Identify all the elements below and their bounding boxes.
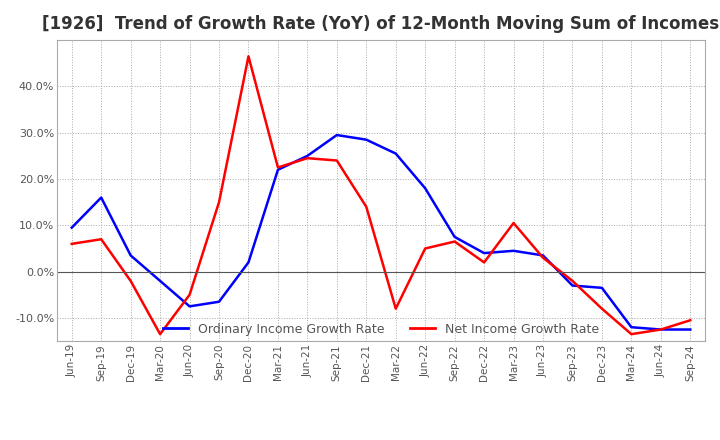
Ordinary Income Growth Rate (156, 278, 164, 283)
Net Income Growth Rate (421, 246, 430, 251)
Ordinary Income Growth Rate (421, 186, 430, 191)
Net Income Growth Rate (97, 237, 106, 242)
Net Income Growth Rate (657, 327, 665, 332)
Ordinary Income Growth Rate (362, 137, 371, 142)
Ordinary Income Growth Rate (244, 260, 253, 265)
Ordinary Income Growth Rate (392, 151, 400, 156)
Ordinary Income Growth Rate (215, 299, 223, 304)
Ordinary Income Growth Rate (126, 253, 135, 258)
Ordinary Income Growth Rate (509, 248, 518, 253)
Net Income Growth Rate (392, 306, 400, 312)
Net Income Growth Rate (185, 292, 194, 297)
Ordinary Income Growth Rate (68, 225, 76, 230)
Ordinary Income Growth Rate (303, 153, 312, 158)
Net Income Growth Rate (627, 331, 636, 337)
Ordinary Income Growth Rate (568, 283, 577, 288)
Legend: Ordinary Income Growth Rate, Net Income Growth Rate: Ordinary Income Growth Rate, Net Income … (158, 318, 604, 341)
Net Income Growth Rate (274, 165, 282, 170)
Net Income Growth Rate (450, 239, 459, 244)
Ordinary Income Growth Rate (97, 195, 106, 200)
Net Income Growth Rate (215, 200, 223, 205)
Ordinary Income Growth Rate (185, 304, 194, 309)
Line: Ordinary Income Growth Rate: Ordinary Income Growth Rate (72, 135, 690, 330)
Net Income Growth Rate (509, 220, 518, 226)
Ordinary Income Growth Rate (539, 253, 547, 258)
Ordinary Income Growth Rate (598, 285, 606, 290)
Ordinary Income Growth Rate (657, 327, 665, 332)
Ordinary Income Growth Rate (333, 132, 341, 138)
Net Income Growth Rate (598, 306, 606, 312)
Net Income Growth Rate (68, 241, 76, 246)
Line: Net Income Growth Rate: Net Income Growth Rate (72, 56, 690, 334)
Net Income Growth Rate (156, 331, 164, 337)
Ordinary Income Growth Rate (274, 167, 282, 172)
Title: [1926]  Trend of Growth Rate (YoY) of 12-Month Moving Sum of Incomes: [1926] Trend of Growth Rate (YoY) of 12-… (42, 15, 719, 33)
Net Income Growth Rate (362, 204, 371, 209)
Net Income Growth Rate (244, 54, 253, 59)
Net Income Growth Rate (480, 260, 488, 265)
Net Income Growth Rate (686, 318, 695, 323)
Net Income Growth Rate (568, 278, 577, 283)
Ordinary Income Growth Rate (686, 327, 695, 332)
Ordinary Income Growth Rate (627, 325, 636, 330)
Ordinary Income Growth Rate (480, 250, 488, 256)
Ordinary Income Growth Rate (450, 234, 459, 239)
Net Income Growth Rate (126, 278, 135, 283)
Net Income Growth Rate (303, 156, 312, 161)
Net Income Growth Rate (333, 158, 341, 163)
Net Income Growth Rate (539, 255, 547, 260)
